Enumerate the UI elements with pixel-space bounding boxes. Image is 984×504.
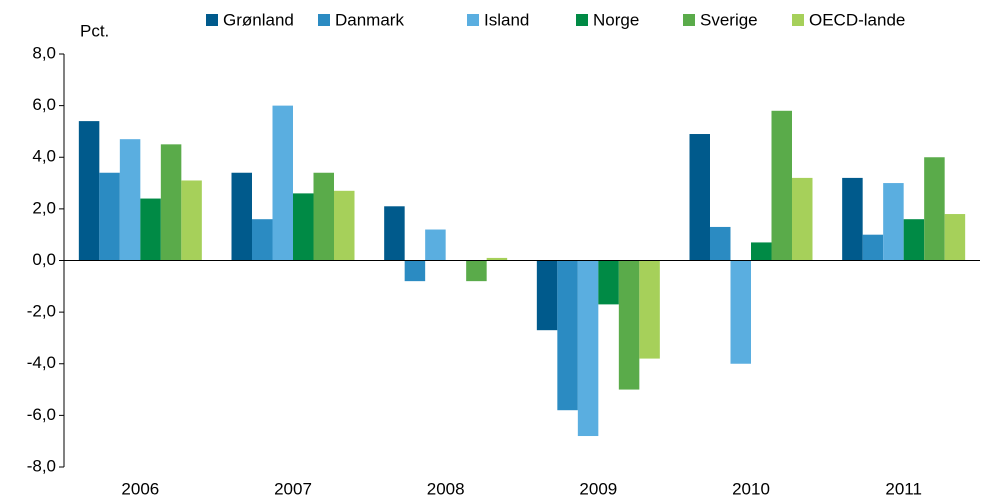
bar bbox=[751, 242, 772, 261]
y-tick-label: -8,0 bbox=[27, 456, 56, 475]
bar bbox=[862, 234, 884, 261]
bar bbox=[334, 190, 355, 261]
bar bbox=[883, 183, 904, 261]
bar bbox=[924, 157, 945, 261]
bar bbox=[78, 121, 100, 261]
y-tick-label: -2,0 bbox=[27, 302, 56, 321]
x-tick-label: 2010 bbox=[732, 479, 770, 498]
x-tick-label: 2009 bbox=[579, 479, 617, 498]
legend-label: Island bbox=[484, 10, 529, 29]
bar bbox=[140, 198, 161, 261]
x-tick-label: 2006 bbox=[121, 479, 159, 498]
bar bbox=[404, 260, 426, 282]
legend-swatch bbox=[683, 14, 695, 26]
legend-swatch bbox=[792, 14, 804, 26]
y-tick-label: 6,0 bbox=[32, 95, 56, 114]
bar bbox=[536, 260, 558, 331]
bar bbox=[466, 260, 487, 282]
bar bbox=[557, 260, 578, 411]
legend-swatch bbox=[206, 14, 218, 26]
bar bbox=[577, 260, 599, 437]
bar bbox=[313, 172, 334, 261]
legend-label: OECD-lande bbox=[809, 10, 905, 29]
legend-swatch bbox=[467, 14, 479, 26]
legend-label: Grønland bbox=[223, 10, 294, 29]
y-tick-label: 8,0 bbox=[32, 43, 56, 62]
bar bbox=[160, 144, 182, 261]
y-axis-label: Pct. bbox=[80, 21, 109, 40]
x-tick-label: 2008 bbox=[427, 479, 465, 498]
bar bbox=[293, 193, 314, 261]
bar bbox=[231, 172, 252, 261]
bar bbox=[771, 110, 792, 261]
bar bbox=[598, 260, 619, 305]
bar bbox=[730, 260, 751, 364]
bar bbox=[384, 206, 405, 261]
y-tick-label: -6,0 bbox=[27, 405, 56, 424]
legend-swatch bbox=[576, 14, 588, 26]
bar bbox=[119, 139, 141, 261]
bar bbox=[792, 177, 813, 261]
bar bbox=[842, 177, 863, 261]
bar bbox=[903, 219, 925, 261]
bar bbox=[272, 105, 293, 261]
bar bbox=[99, 172, 120, 261]
legend-label: Norge bbox=[593, 10, 639, 29]
bar bbox=[944, 214, 966, 261]
bar bbox=[486, 257, 508, 261]
bar bbox=[618, 260, 640, 390]
y-tick-label: 4,0 bbox=[32, 147, 56, 166]
bar bbox=[689, 134, 710, 261]
y-tick-label: -4,0 bbox=[27, 353, 56, 372]
bar bbox=[710, 226, 731, 261]
bar bbox=[425, 229, 446, 261]
y-tick-label: 0,0 bbox=[32, 250, 56, 269]
bar bbox=[181, 180, 202, 261]
y-tick-label: 2,0 bbox=[32, 198, 56, 217]
bar bbox=[639, 260, 660, 359]
legend-label: Sverige bbox=[700, 10, 758, 29]
bar bbox=[252, 219, 273, 261]
legend-swatch bbox=[318, 14, 330, 26]
x-tick-label: 2011 bbox=[885, 479, 922, 498]
x-tick-label: 2007 bbox=[274, 479, 312, 498]
legend-label: Danmark bbox=[335, 10, 404, 29]
